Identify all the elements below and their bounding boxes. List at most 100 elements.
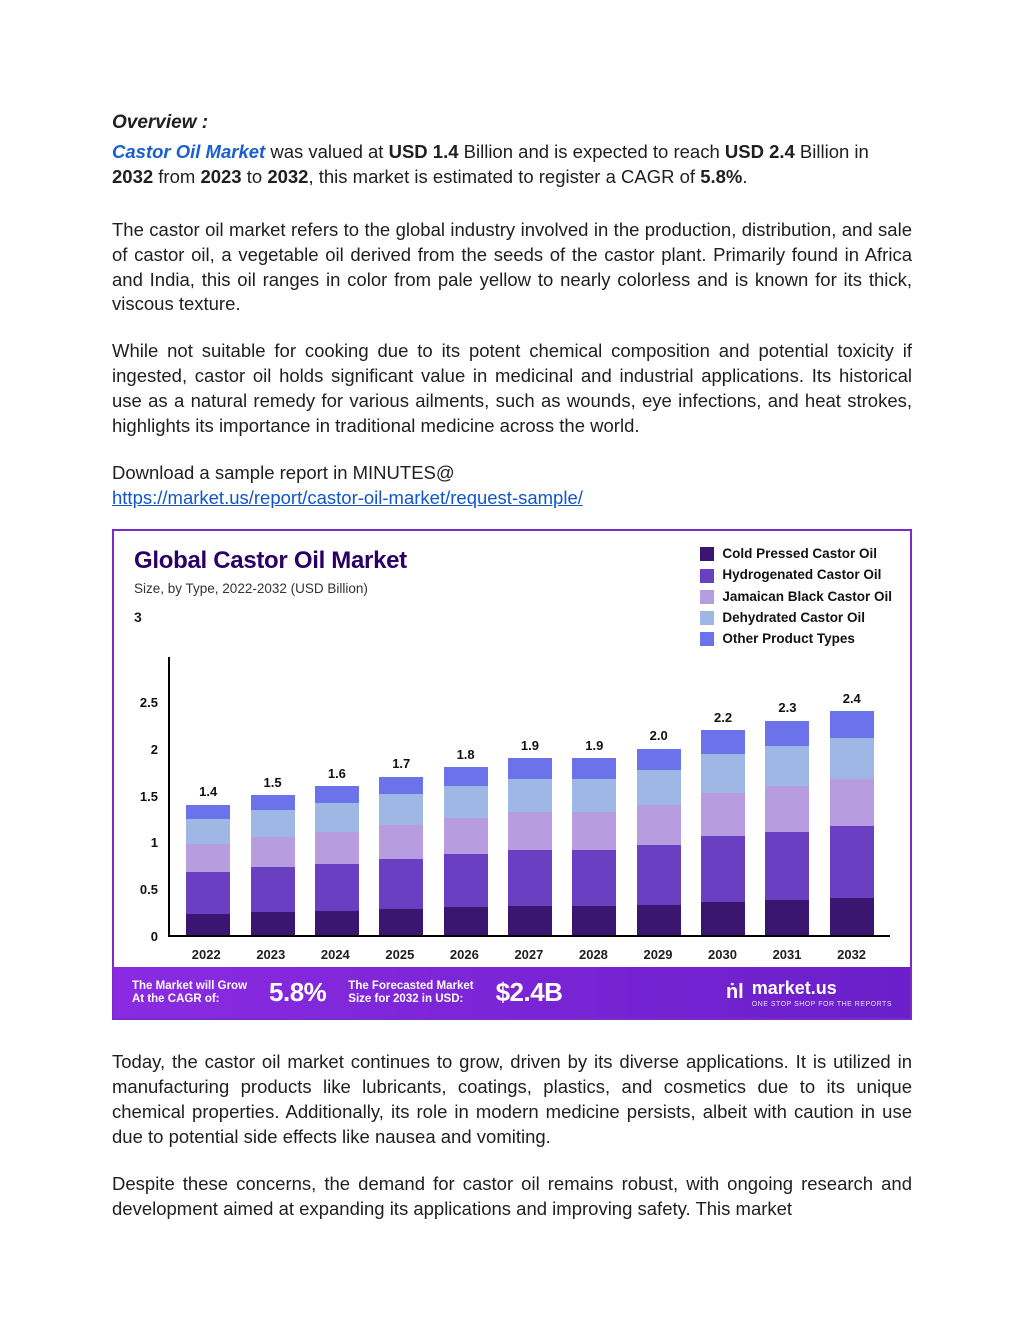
body-paragraph-3: Today, the castor oil market continues t…: [112, 1050, 912, 1150]
bar-total-label: 1.7: [392, 755, 410, 773]
bar-segment: [637, 805, 681, 845]
chart-subtitle: Size, by Type, 2022-2032 (USD Billion): [134, 580, 670, 598]
lead-paragraph: Castor Oil Market was valued at USD 1.4 …: [112, 140, 912, 190]
x-tick-label: 2031: [762, 946, 812, 964]
bar-segment: [508, 812, 552, 849]
legend-label: Hydrogenated Castor Oil: [722, 566, 881, 584]
bar-segment: [315, 864, 359, 912]
download-label: Download a sample report in MINUTES@: [112, 461, 912, 486]
bar-segment: [572, 758, 616, 779]
body-paragraph-4: Despite these concerns, the demand for c…: [112, 1172, 912, 1222]
bar-total-label: 1.4: [199, 783, 217, 801]
bar-segment: [765, 832, 809, 900]
footer-text: The Forecasted Market: [348, 980, 473, 993]
y-tick-label: 0.5: [140, 881, 158, 899]
bar-segment: [701, 754, 745, 792]
legend-swatch: [700, 590, 714, 604]
lead-text: .: [742, 166, 747, 187]
bar-column: 2.3: [762, 699, 812, 935]
y-tick-label: 1: [151, 834, 158, 852]
bar-segment: [379, 794, 423, 825]
footer-cagr-label: The Market will Grow At the CAGR of:: [132, 980, 247, 1006]
bar-segment: [251, 795, 295, 810]
bar-total-label: 2.2: [714, 709, 732, 727]
bar-segment: [572, 779, 616, 813]
lead-text: to: [242, 166, 268, 187]
sample-report-link[interactable]: https://market.us/report/castor-oil-mark…: [112, 487, 583, 508]
chart-footer: The Market will Grow At the CAGR of: 5.8…: [114, 967, 910, 1018]
bar-stack: [830, 711, 874, 935]
lead-text: Billion in: [795, 141, 869, 162]
bar-column: 2.4: [827, 690, 877, 936]
bar-column: 1.8: [441, 746, 491, 936]
bar-segment: [186, 844, 230, 872]
bar-column: 1.9: [505, 737, 555, 936]
bar-segment: [186, 819, 230, 844]
footer-text: At the CAGR of:: [132, 993, 247, 1006]
bar-segment: [830, 738, 874, 779]
bar-stack: [508, 758, 552, 935]
bar-segment: [444, 767, 488, 786]
lead-bold: 5.8%: [700, 166, 742, 187]
plot: 1.41.51.61.71.81.91.92.02.22.32.4: [168, 657, 890, 937]
bar-column: 1.4: [183, 783, 233, 935]
bar-segment: [830, 779, 874, 827]
bar-segment: [508, 906, 552, 935]
legend-item: Hydrogenated Castor Oil: [700, 566, 892, 584]
legend-label: Other Product Types: [722, 630, 855, 648]
bar-segment: [251, 912, 295, 935]
legend-label: Dehydrated Castor Oil: [722, 609, 865, 627]
bar-stack: [701, 730, 745, 935]
lead-text: was valued at: [265, 141, 388, 162]
bar-segment: [379, 825, 423, 859]
footer-cagr-value: 5.8%: [269, 975, 326, 1010]
bar-segment: [315, 803, 359, 832]
y-axis: 00.511.522.5: [126, 657, 164, 937]
lead-bold: 2032: [267, 166, 308, 187]
bar-segment: [637, 770, 681, 805]
footer-size-value: $2.4B: [496, 975, 563, 1010]
y-tick-label: 0: [151, 928, 158, 946]
brand-name-footer: market.us: [752, 978, 837, 998]
legend-label: Jamaican Black Castor Oil: [722, 588, 892, 606]
x-tick-label: 2032: [827, 946, 877, 964]
x-tick-label: 2029: [633, 946, 683, 964]
bar-segment: [315, 911, 359, 935]
bar-segment: [444, 854, 488, 907]
bar-segment: [637, 845, 681, 905]
bar-segment: [508, 850, 552, 907]
chart-title: Global Castor Oil Market: [134, 545, 670, 577]
bar-stack: [637, 749, 681, 936]
bar-segment: [701, 793, 745, 837]
legend-swatch: [700, 611, 714, 625]
bar-segment: [830, 898, 874, 935]
chart-legend: Cold Pressed Castor OilHydrogenated Cast…: [700, 545, 892, 651]
body-paragraph-2: While not suitable for cooking due to it…: [112, 339, 912, 439]
brand-logo-icon: ṅl: [726, 979, 744, 1006]
bar-segment: [765, 721, 809, 746]
bar-segment: [637, 905, 681, 936]
bar-segment: [379, 909, 423, 935]
bar-stack: [572, 758, 616, 935]
bar-segment: [379, 777, 423, 795]
legend-swatch: [700, 632, 714, 646]
lead-bold: 2032: [112, 166, 153, 187]
x-tick-label: 2028: [568, 946, 618, 964]
footer-size-label: The Forecasted Market Size for 2032 in U…: [348, 980, 473, 1006]
y-top-label: 3: [134, 608, 670, 627]
x-tick-label: 2030: [698, 946, 748, 964]
bar-segment: [765, 786, 809, 832]
body-paragraph-1: The castor oil market refers to the glob…: [112, 218, 912, 318]
lead-text: , this market is estimated to register a…: [308, 166, 700, 187]
bar-stack: [186, 805, 230, 936]
bars-container: 1.41.51.61.71.81.91.92.02.22.32.4: [170, 657, 890, 935]
bar-segment: [379, 859, 423, 909]
y-tick-label: 2: [151, 741, 158, 759]
section-heading: Overview :: [112, 110, 912, 136]
chart-card: Global Castor Oil Market Size, by Type, …: [112, 529, 912, 1020]
bar-segment: [444, 818, 488, 854]
bar-segment: [765, 900, 809, 935]
x-tick-label: 2025: [375, 946, 425, 964]
legend-item: Other Product Types: [700, 630, 892, 648]
bar-segment: [251, 867, 295, 912]
